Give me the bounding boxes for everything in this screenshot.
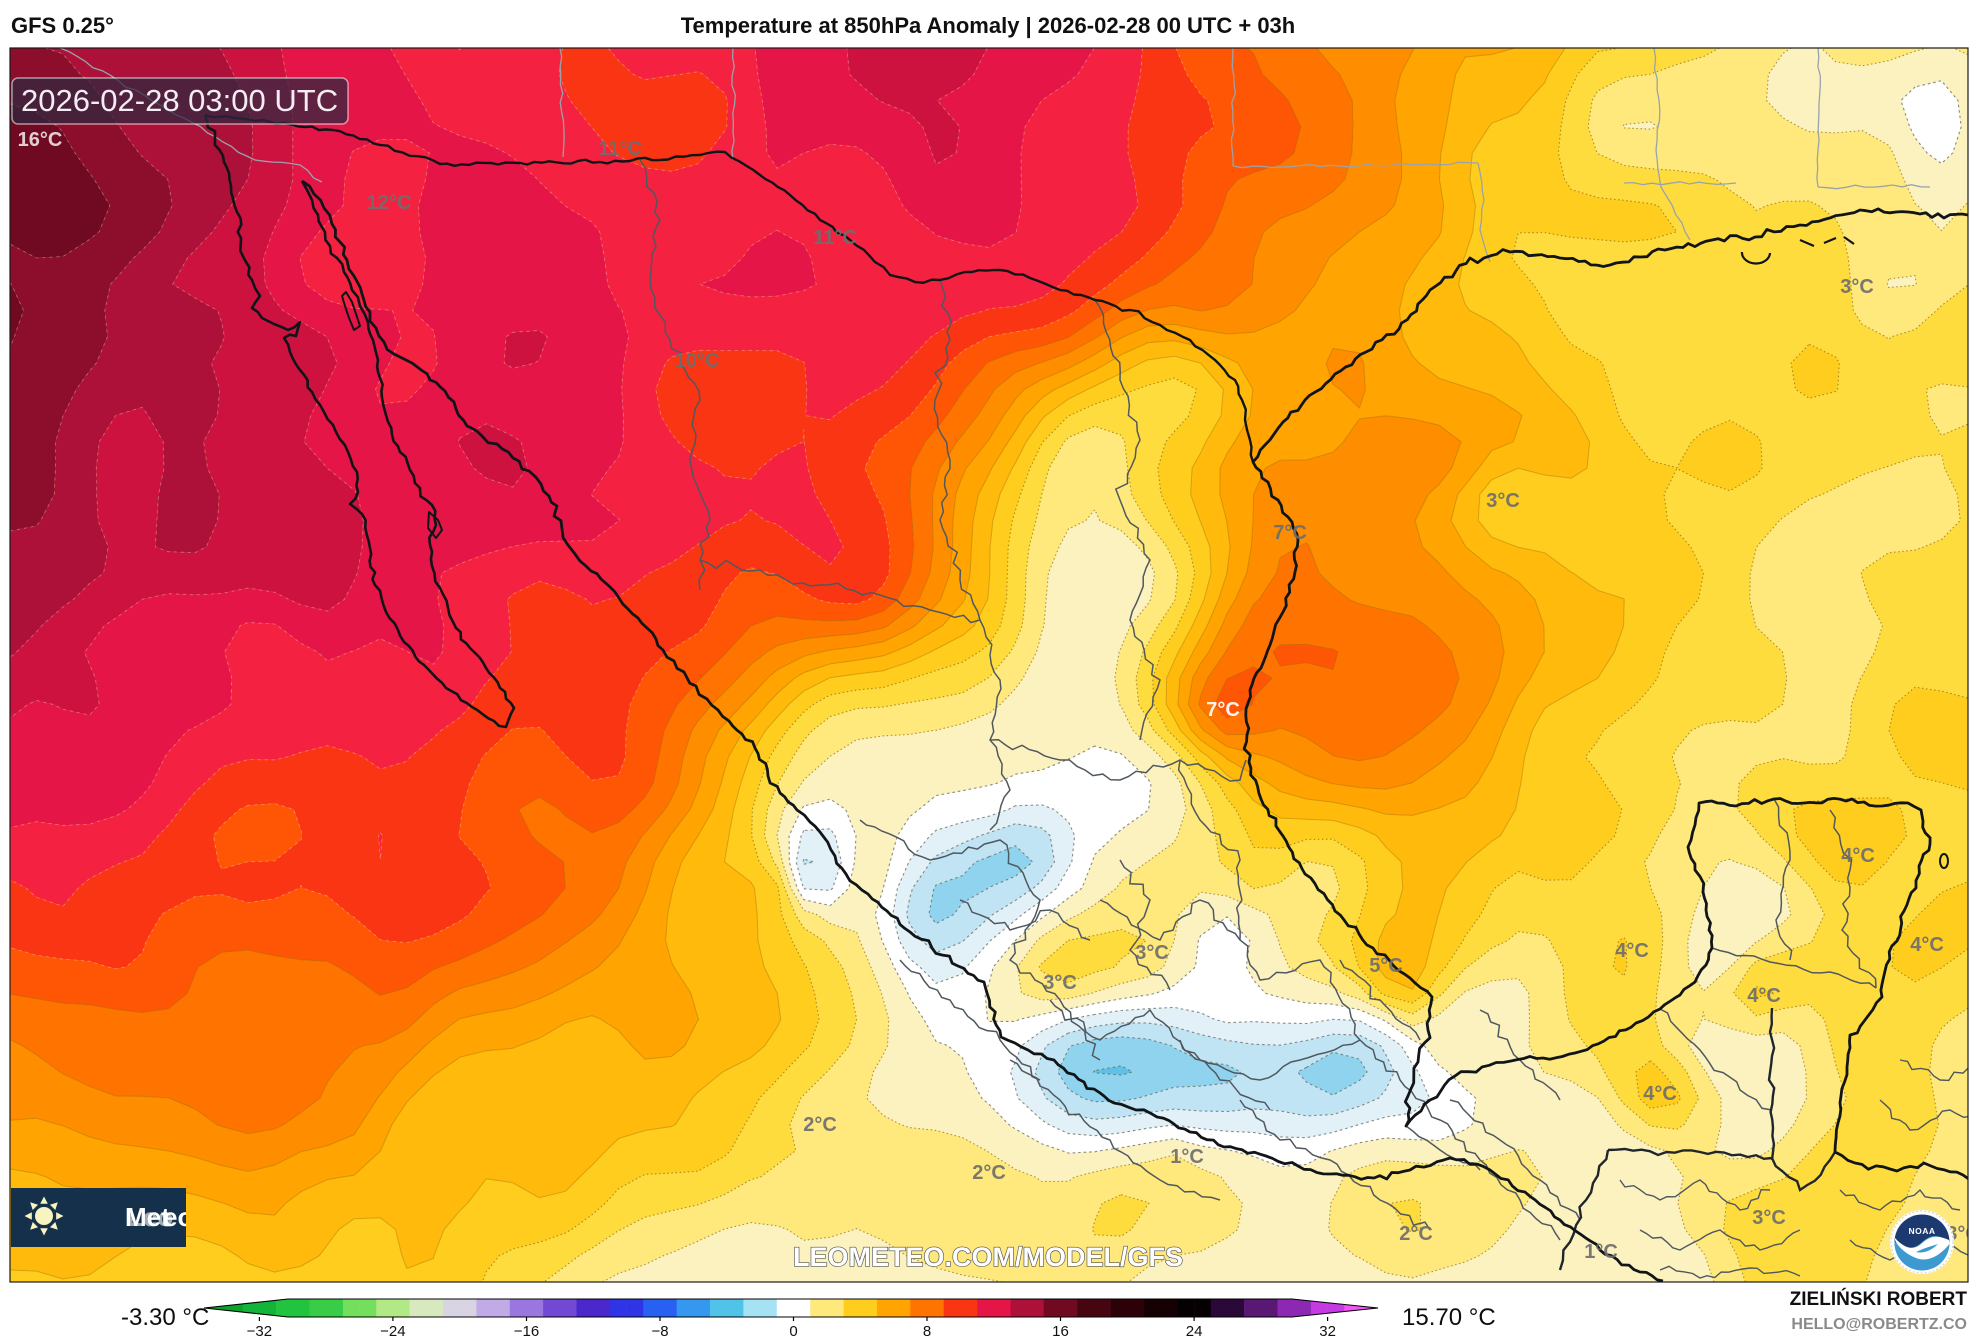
svg-text:2026-02-28 03:00 UTC: 2026-02-28 03:00 UTC	[21, 83, 338, 118]
svg-text:GFS 0.25°: GFS 0.25°	[11, 13, 114, 38]
svg-text:7°C: 7°C	[1206, 699, 1240, 721]
svg-text:11°C: 11°C	[598, 138, 642, 160]
svg-text:16: 16	[1052, 1323, 1069, 1338]
svg-text:3°C: 3°C	[1752, 1207, 1786, 1229]
svg-text:−24: −24	[380, 1323, 405, 1338]
svg-text:−8: −8	[651, 1323, 668, 1338]
svg-text:2°C: 2°C	[1399, 1223, 1433, 1245]
svg-text:3°C: 3°C	[1135, 942, 1169, 964]
svg-text:2°C: 2°C	[972, 1162, 1006, 1184]
svg-text:24: 24	[1186, 1323, 1203, 1338]
svg-text:HELLO@ROBERTZ.CO: HELLO@ROBERTZ.CO	[1791, 1316, 1967, 1333]
svg-text:LEOMETEO.COM/MODEL/GFS: LEOMETEO.COM/MODEL/GFS	[793, 1242, 1183, 1272]
svg-text:3°C: 3°C	[1840, 276, 1874, 298]
svg-text:7°C: 7°C	[1273, 522, 1307, 544]
svg-text:32: 32	[1319, 1323, 1336, 1338]
svg-text:Met: Met	[125, 1202, 170, 1232]
svg-text:0: 0	[789, 1323, 797, 1338]
svg-text:12°C: 12°C	[367, 192, 412, 214]
svg-text:Leo: Leo	[127, 1202, 173, 1232]
svg-text:NOAA: NOAA	[1908, 1226, 1935, 1236]
svg-text:11°C: 11°C	[813, 227, 857, 249]
svg-text:Temperature at 850hPa Anomaly: Temperature at 850hPa Anomaly | 2026-02-…	[681, 13, 1296, 38]
svg-text:ZIELIŃSKI ROBERT: ZIELIŃSKI ROBERT	[1790, 1288, 1968, 1310]
svg-text:3°C: 3°C	[1043, 972, 1077, 994]
svg-text:4°C: 4°C	[1643, 1083, 1677, 1105]
svg-text:4°C: 4°C	[1615, 940, 1649, 962]
svg-text:-3.30 °C: -3.30 °C	[121, 1304, 209, 1331]
svg-text:1°C: 1°C	[1170, 1146, 1204, 1168]
svg-text:eo: eo	[163, 1202, 193, 1232]
svg-text:−16: −16	[514, 1323, 539, 1338]
svg-text:−32: −32	[247, 1323, 272, 1338]
svg-text:2°C: 2°C	[803, 1114, 837, 1136]
svg-text:5°C: 5°C	[1369, 955, 1403, 977]
svg-text:4°C: 4°C	[1747, 985, 1781, 1007]
svg-text:1°C: 1°C	[1584, 1241, 1618, 1263]
svg-text:15.70 °C: 15.70 °C	[1402, 1304, 1496, 1331]
svg-text:3°C: 3°C	[1486, 490, 1520, 512]
svg-text:16°C: 16°C	[18, 129, 63, 151]
svg-text:10°C: 10°C	[675, 350, 720, 372]
svg-text:4°C: 4°C	[1841, 845, 1875, 867]
svg-text:4°C: 4°C	[1910, 934, 1944, 956]
svg-text:8: 8	[923, 1323, 931, 1338]
